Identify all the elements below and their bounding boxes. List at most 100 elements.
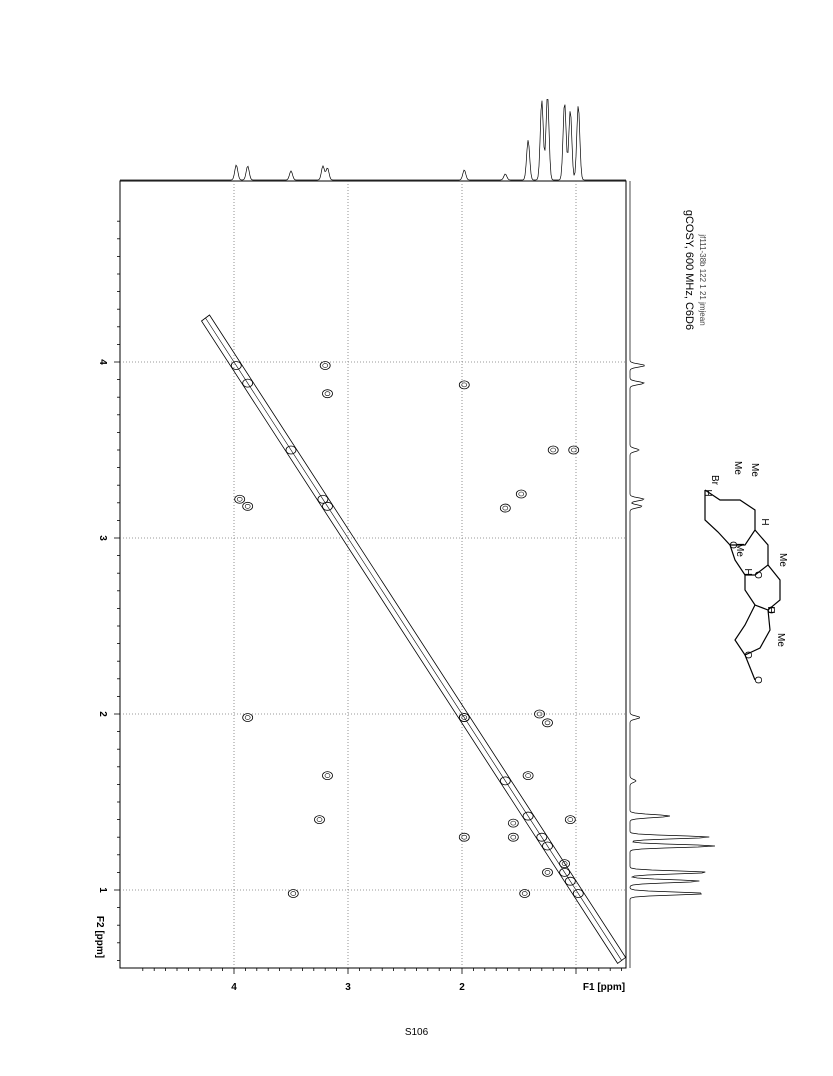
cross-peak bbox=[542, 868, 553, 877]
cross-peak bbox=[242, 713, 254, 722]
chart-title: gCOSY, 600 MHz, C6D6 bbox=[683, 210, 695, 330]
diagonal-peak bbox=[499, 776, 511, 786]
cross-peak-inner bbox=[290, 891, 297, 896]
cross-peaks bbox=[234, 361, 580, 898]
cross-peak-inner bbox=[316, 817, 323, 822]
molecule-atom-label: H bbox=[759, 518, 770, 525]
cross-peak-inner bbox=[322, 363, 329, 368]
cross-peak-inner bbox=[244, 504, 251, 509]
molecule-structure bbox=[704, 489, 781, 681]
cross-peak bbox=[515, 489, 527, 499]
diagonal-peak bbox=[559, 868, 570, 877]
cross-peak-inner bbox=[521, 891, 528, 896]
cross-peak bbox=[499, 503, 511, 513]
plot-frame bbox=[119, 180, 627, 969]
cross-peak-inner bbox=[236, 496, 243, 502]
right-spectrum-trace bbox=[629, 181, 716, 968]
molecule-atom-label: H bbox=[702, 489, 713, 496]
cross-peak bbox=[542, 718, 553, 728]
page-number: S106 bbox=[404, 1027, 429, 1038]
cross-peak bbox=[534, 709, 545, 719]
molecule-atom-label: O bbox=[765, 606, 776, 614]
cross-peak bbox=[564, 815, 576, 824]
diagonal-peak bbox=[572, 889, 584, 898]
top-spectrum-trace bbox=[120, 98, 626, 181]
cross-peak bbox=[458, 713, 470, 722]
cross-peak bbox=[547, 445, 559, 455]
cross-peak-inner bbox=[510, 820, 517, 826]
cross-peak bbox=[458, 380, 470, 390]
diagonal-peak bbox=[564, 876, 576, 886]
molecule-atom-label: O bbox=[752, 571, 763, 579]
cross-peak-inner bbox=[324, 773, 331, 778]
diagonal-peak bbox=[317, 494, 329, 504]
guide-lines bbox=[120, 181, 626, 968]
molecule-atom-label: Me bbox=[734, 543, 745, 557]
diagonal-peak bbox=[285, 445, 297, 455]
cross-peak-inner bbox=[570, 447, 577, 453]
molecule-atom-label: O bbox=[752, 676, 763, 684]
cross-peak bbox=[234, 494, 246, 504]
y-tick-label: 4 bbox=[97, 359, 108, 365]
cross-peak-inner bbox=[544, 870, 551, 875]
axis-ticks bbox=[114, 220, 622, 974]
x-axis-label: F1 [ppm] bbox=[583, 982, 625, 993]
cross-peak-inner bbox=[550, 447, 557, 453]
diagonal-peak bbox=[230, 361, 242, 370]
cross-peak bbox=[322, 771, 333, 780]
molecule-atom-label: Me bbox=[749, 463, 760, 477]
y-tick-label: 2 bbox=[97, 711, 108, 717]
molecule-atom-label: H bbox=[765, 606, 776, 613]
cross-peak bbox=[522, 771, 534, 780]
cross-peak-inner bbox=[536, 711, 543, 717]
cross-peak-inner bbox=[461, 834, 468, 840]
cross-peak bbox=[519, 889, 531, 898]
cross-peak-inner bbox=[544, 720, 551, 726]
right-projection-spectrum bbox=[629, 181, 716, 968]
cross-peak-inner bbox=[510, 834, 517, 840]
molecule-atom-label: O bbox=[727, 541, 738, 549]
cross-peak bbox=[507, 832, 519, 842]
diagonal-peak bbox=[322, 501, 333, 511]
cross-peak-inner bbox=[567, 817, 574, 822]
x-tick-label: 3 bbox=[345, 982, 351, 993]
spectrum-header: jf111-38b 122 1 21 jmjean bbox=[698, 233, 707, 325]
cross-peak-inner bbox=[525, 773, 531, 778]
cross-peak bbox=[319, 361, 331, 370]
cross-peak-inner bbox=[324, 391, 331, 396]
y-tick-label: 3 bbox=[97, 535, 108, 541]
cross-peak bbox=[314, 815, 325, 824]
molecule-atom-label: Me bbox=[775, 633, 786, 647]
diagonal-center bbox=[205, 317, 622, 961]
x-tick-label: 2 bbox=[459, 982, 465, 993]
top-projection-spectrum bbox=[120, 98, 626, 181]
cross-peak bbox=[322, 389, 333, 399]
molecule-atom-label: O bbox=[742, 651, 753, 659]
molecule-atom-label: H bbox=[742, 568, 753, 575]
cross-peak bbox=[242, 501, 254, 511]
y-tick-label: 1 bbox=[97, 887, 108, 893]
diagonal-peak bbox=[522, 811, 534, 821]
cross-peak bbox=[458, 832, 470, 842]
cross-peak bbox=[287, 889, 299, 898]
molecule-atom-label: Me bbox=[732, 461, 743, 475]
molecule-atom-label: Br bbox=[709, 475, 720, 486]
cross-peak-inner bbox=[461, 715, 468, 720]
molecule-atom-label: Me bbox=[777, 553, 788, 567]
x-tick-label: 4 bbox=[231, 982, 237, 993]
cross-peak bbox=[568, 445, 580, 455]
cross-peak-inner bbox=[502, 505, 509, 511]
diagonal-peak bbox=[536, 832, 548, 842]
cross-peak-inner bbox=[518, 491, 525, 497]
cross-peak-inner bbox=[461, 382, 468, 388]
cross-peak-inner bbox=[561, 861, 568, 866]
y-axis-label: F2 [ppm] bbox=[94, 916, 105, 958]
cross-peak-inner bbox=[244, 715, 251, 720]
cross-peak bbox=[507, 818, 519, 828]
cross-peak bbox=[559, 859, 570, 868]
diagonal-peak bbox=[242, 378, 254, 388]
diagonal-peaks bbox=[200, 314, 627, 964]
diagonal-peak bbox=[542, 841, 553, 851]
